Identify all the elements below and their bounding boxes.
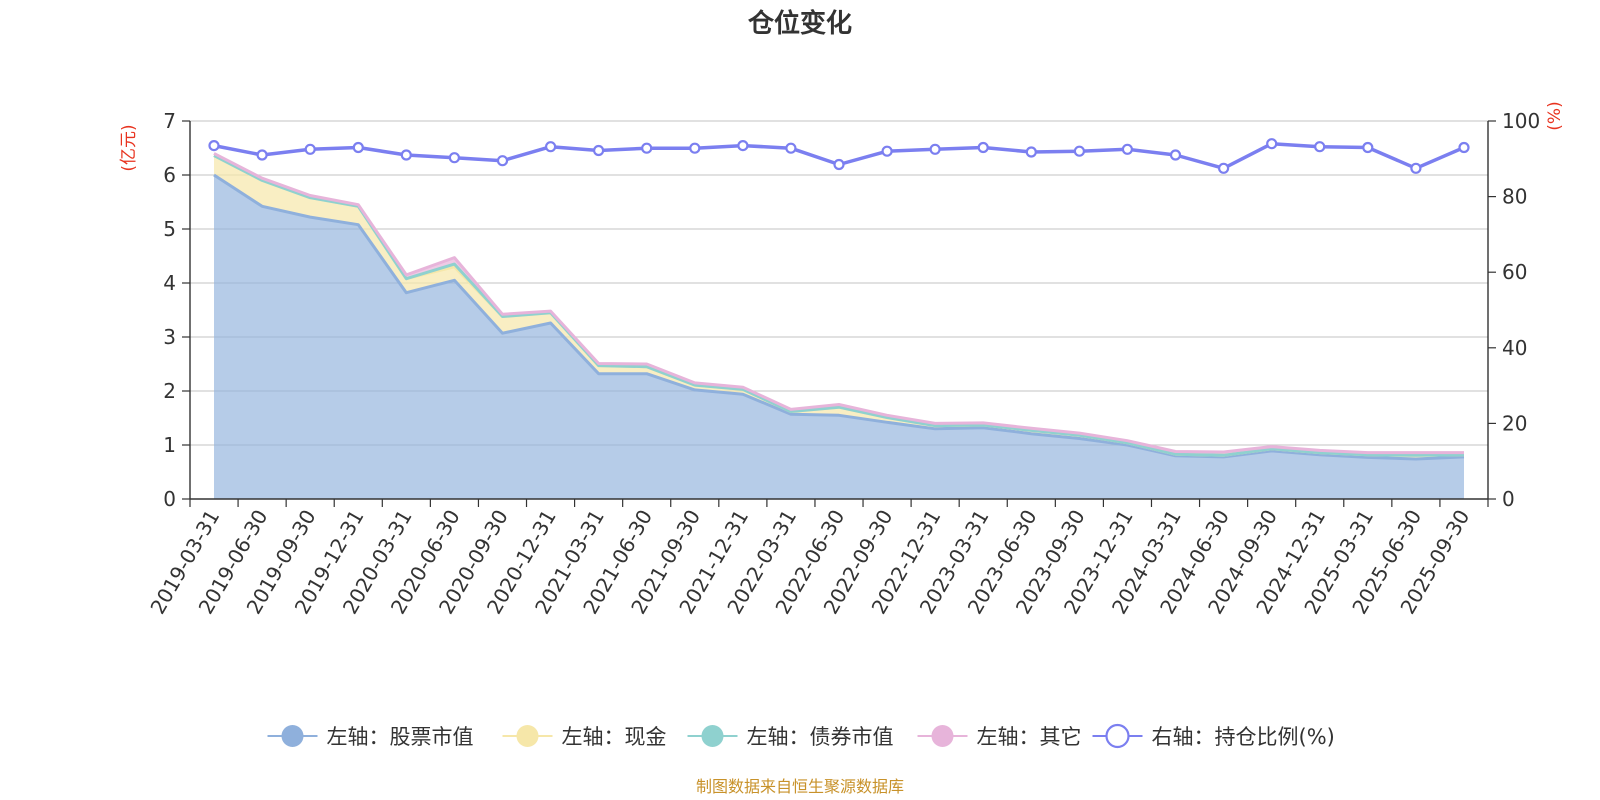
source-note: 制图数据来自恒生聚源数据库 [696, 777, 904, 796]
ratio-point [352, 141, 364, 154]
area-line-0 [213, 173, 1465, 461]
left-axis-tick-label: 3 [163, 325, 176, 349]
legend-item-2: 左轴：债券市值 [687, 725, 894, 749]
legend-marker [281, 725, 304, 747]
legend-marker [931, 725, 954, 747]
ratio-point [929, 143, 941, 155]
ratio-point [1217, 162, 1230, 174]
right-axis-unit: (%) [1545, 101, 1565, 130]
left-axis-tick-label: 4 [163, 271, 176, 295]
legend-label: 右轴：持仓比例(%) [1152, 725, 1335, 749]
ratio-point [1458, 141, 1470, 154]
ratio-point [1169, 149, 1182, 161]
legend-label: 左轴：债券市值 [747, 725, 894, 749]
left-axis-tick-label: 6 [163, 163, 176, 187]
ratio-point [1362, 141, 1374, 154]
ratio-point [1314, 141, 1326, 153]
legend-marker [1105, 723, 1130, 749]
left-axis-unit: (亿元) [119, 124, 139, 171]
left-axis-tick-label: 5 [163, 217, 176, 241]
left-axis-tick-label: 7 [163, 109, 176, 133]
ratio-point [785, 142, 797, 154]
stacked-areas [213, 152, 1465, 499]
left-axis-tick-label: 0 [163, 487, 176, 511]
area-line-2 [213, 154, 1465, 457]
area-0 [214, 175, 1464, 499]
ratio-point [833, 158, 845, 171]
legend-item-4: 右轴：持仓比例(%) [1092, 723, 1335, 749]
right-axis-tick-label: 20 [1502, 411, 1527, 435]
ratio-point [737, 140, 749, 152]
legend-item-3: 左轴：其它 [917, 725, 1082, 749]
legend-label: 左轴：其它 [977, 725, 1082, 749]
legend-label: 左轴：现金 [562, 725, 667, 749]
ratio-point [208, 140, 220, 152]
legend-marker [701, 725, 724, 747]
ratio-point [592, 144, 605, 157]
ratio-point [641, 142, 653, 154]
right-axis-tick-label: 100 [1502, 109, 1540, 133]
ratio-point [1073, 145, 1086, 157]
right-axis-tick-label: 60 [1502, 260, 1527, 284]
legend-item-1: 左轴：现金 [502, 725, 667, 749]
ratio-point [496, 155, 509, 167]
ratio-point [1410, 162, 1422, 174]
right-axis-tick-label: 40 [1502, 336, 1527, 360]
legend-marker [516, 725, 539, 747]
left-axis-tick-label: 1 [163, 433, 176, 457]
right-axis-tick-label: 0 [1502, 487, 1515, 511]
ratio-point [400, 149, 412, 161]
chart-title: 仓位变化 [747, 8, 852, 39]
legend-label: 左轴：股票市值 [327, 725, 474, 749]
ratio-point [1025, 146, 1037, 158]
left-axis-tick-label: 2 [163, 379, 176, 403]
holding-ratio-series [208, 138, 1470, 174]
right-axis-tick-label: 80 [1502, 185, 1527, 209]
legend: 左轴：股票市值 左轴：现金 左轴：债券市值 左轴：其它 右轴：持仓比例(%) [267, 723, 1335, 749]
area-line-3 [213, 152, 1464, 455]
legend-item-0: 左轴：股票市值 [267, 725, 474, 749]
ratio-point [977, 141, 989, 154]
ratio-point [1266, 138, 1278, 150]
ratio-point [256, 149, 268, 161]
ratio-point [544, 141, 557, 153]
ratio-point [689, 142, 701, 154]
ratio-point [304, 143, 316, 155]
ratio-point [448, 152, 460, 164]
ratio-point [881, 145, 893, 157]
ratio-point [1121, 143, 1134, 155]
